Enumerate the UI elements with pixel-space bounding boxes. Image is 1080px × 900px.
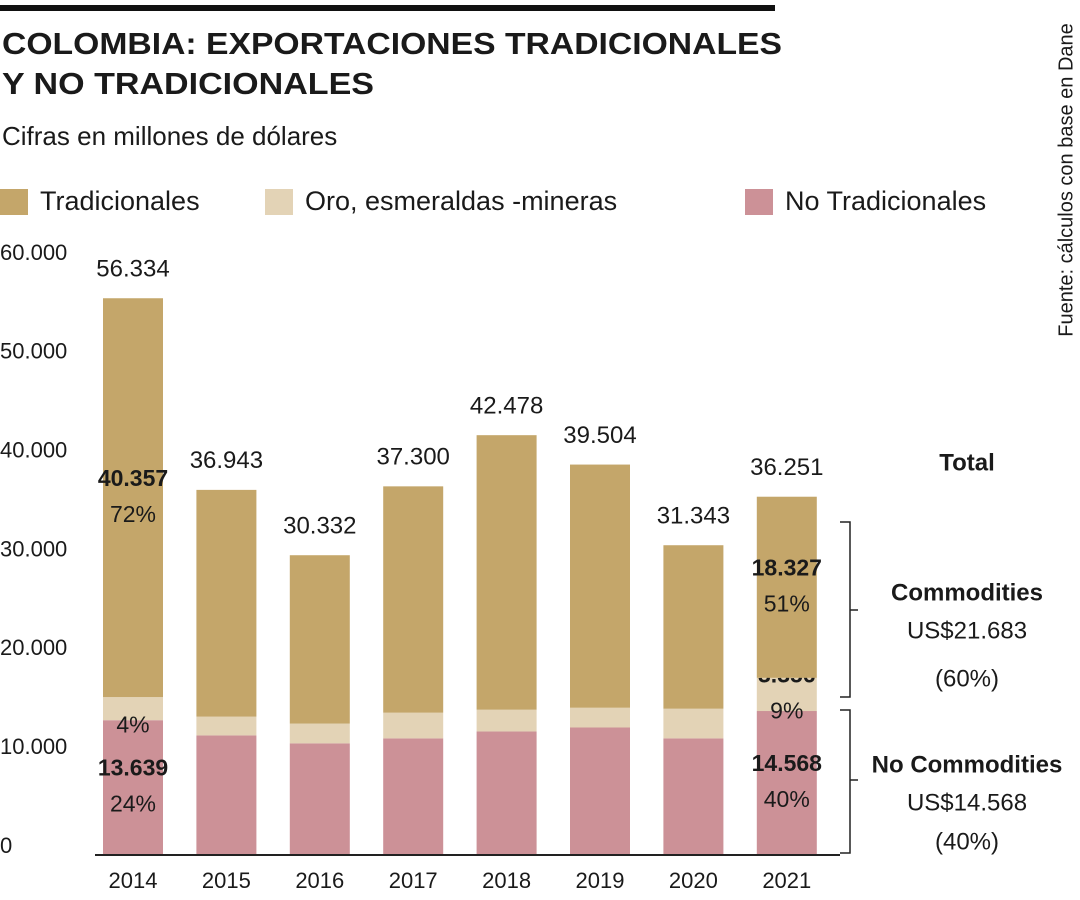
bar-segment [103, 720, 163, 855]
segment-share: 9% [770, 698, 803, 724]
total-label: 56.334 [96, 256, 169, 283]
bar-segment [383, 486, 444, 713]
bar-segment [289, 723, 350, 744]
total-label: 42.478 [470, 393, 543, 420]
bar-segment [756, 496, 817, 678]
bar-segment [196, 489, 257, 717]
segment-label: 14.568 [752, 750, 823, 776]
segment-share: 4% [116, 712, 149, 738]
bar-segment [570, 727, 630, 855]
y-tick-label: 30.000 [0, 536, 67, 561]
segment-label: 18.327 [752, 554, 822, 580]
chart-title: COLOMBIA: EXPORTACIONES TRADICIONALES [2, 26, 782, 61]
bar-segment [289, 555, 350, 724]
x-tick-label: 2016 [295, 868, 344, 893]
legend-swatch [265, 189, 293, 215]
annotation: Commodities [891, 579, 1043, 606]
x-tick-label: 2017 [389, 868, 438, 893]
y-tick-label: 50.000 [0, 339, 67, 364]
segment-share: 40% [764, 786, 810, 812]
total-label: 36.251 [750, 454, 823, 481]
y-tick-label: 10.000 [0, 734, 67, 759]
x-tick-label: 2021 [762, 868, 811, 893]
legend-label: Tradicionales [40, 186, 200, 216]
bar-segment [663, 545, 724, 709]
legend-label: No Tradicionales [785, 186, 986, 216]
bar-segment [196, 716, 257, 736]
bar-segment [663, 708, 724, 739]
segment-share: 51% [764, 590, 810, 616]
segment-share: 72% [110, 501, 156, 527]
segment-share: 24% [110, 791, 156, 817]
annotation: US$14.568 [907, 789, 1027, 816]
legend-swatch [745, 189, 773, 215]
total-label: 31.343 [657, 503, 730, 530]
bar-segment [103, 298, 163, 698]
segment-label: 13.639 [98, 755, 168, 781]
chart-subtitle: Cifras en millones de dólares [2, 121, 337, 151]
y-tick-label: 60.000 [0, 240, 67, 265]
bar-segment [476, 435, 537, 710]
bar-segment [570, 707, 630, 728]
x-tick-label: 2018 [482, 868, 531, 893]
bar-segment [289, 743, 350, 855]
total-label: 39.504 [563, 422, 636, 449]
bar-segment [476, 709, 537, 732]
x-tick-label: 2014 [109, 868, 158, 893]
annotation: (40%) [935, 828, 999, 855]
y-tick-label: 20.000 [0, 635, 67, 660]
bracket [840, 521, 858, 854]
total-label: 30.332 [283, 513, 356, 540]
top-rule [0, 5, 775, 11]
annotation: (60%) [935, 665, 999, 692]
total-label: 37.300 [376, 444, 449, 471]
bar-segment [383, 738, 444, 855]
bar-segment [383, 712, 444, 739]
annotation: US$21.683 [907, 617, 1027, 644]
y-tick-label: 0 [0, 833, 12, 858]
y-tick-label: 40.000 [0, 437, 67, 462]
legend-label: Oro, esmeraldas -mineras [305, 186, 617, 216]
legend-swatch [0, 189, 28, 215]
annotation: Total [939, 449, 995, 476]
bar-segment [756, 677, 817, 712]
bar-segment [103, 697, 163, 721]
bar-segment [476, 731, 537, 855]
segment-label: 40.357 [98, 465, 168, 491]
bar-segment [570, 464, 630, 708]
bar-segment [663, 738, 724, 855]
x-tick-label: 2019 [576, 868, 625, 893]
x-tick-label: 2020 [669, 868, 718, 893]
source: Fuente: cálculos con base en Dane [1055, 23, 1077, 337]
total-label: 36.943 [190, 447, 263, 474]
x-tick-label: 2015 [202, 868, 251, 893]
bar-segment [196, 735, 257, 855]
chart-title: Y NO TRADICIONALES [2, 66, 374, 101]
annotation: No Commodities [872, 751, 1063, 778]
bar-segment [756, 711, 817, 855]
